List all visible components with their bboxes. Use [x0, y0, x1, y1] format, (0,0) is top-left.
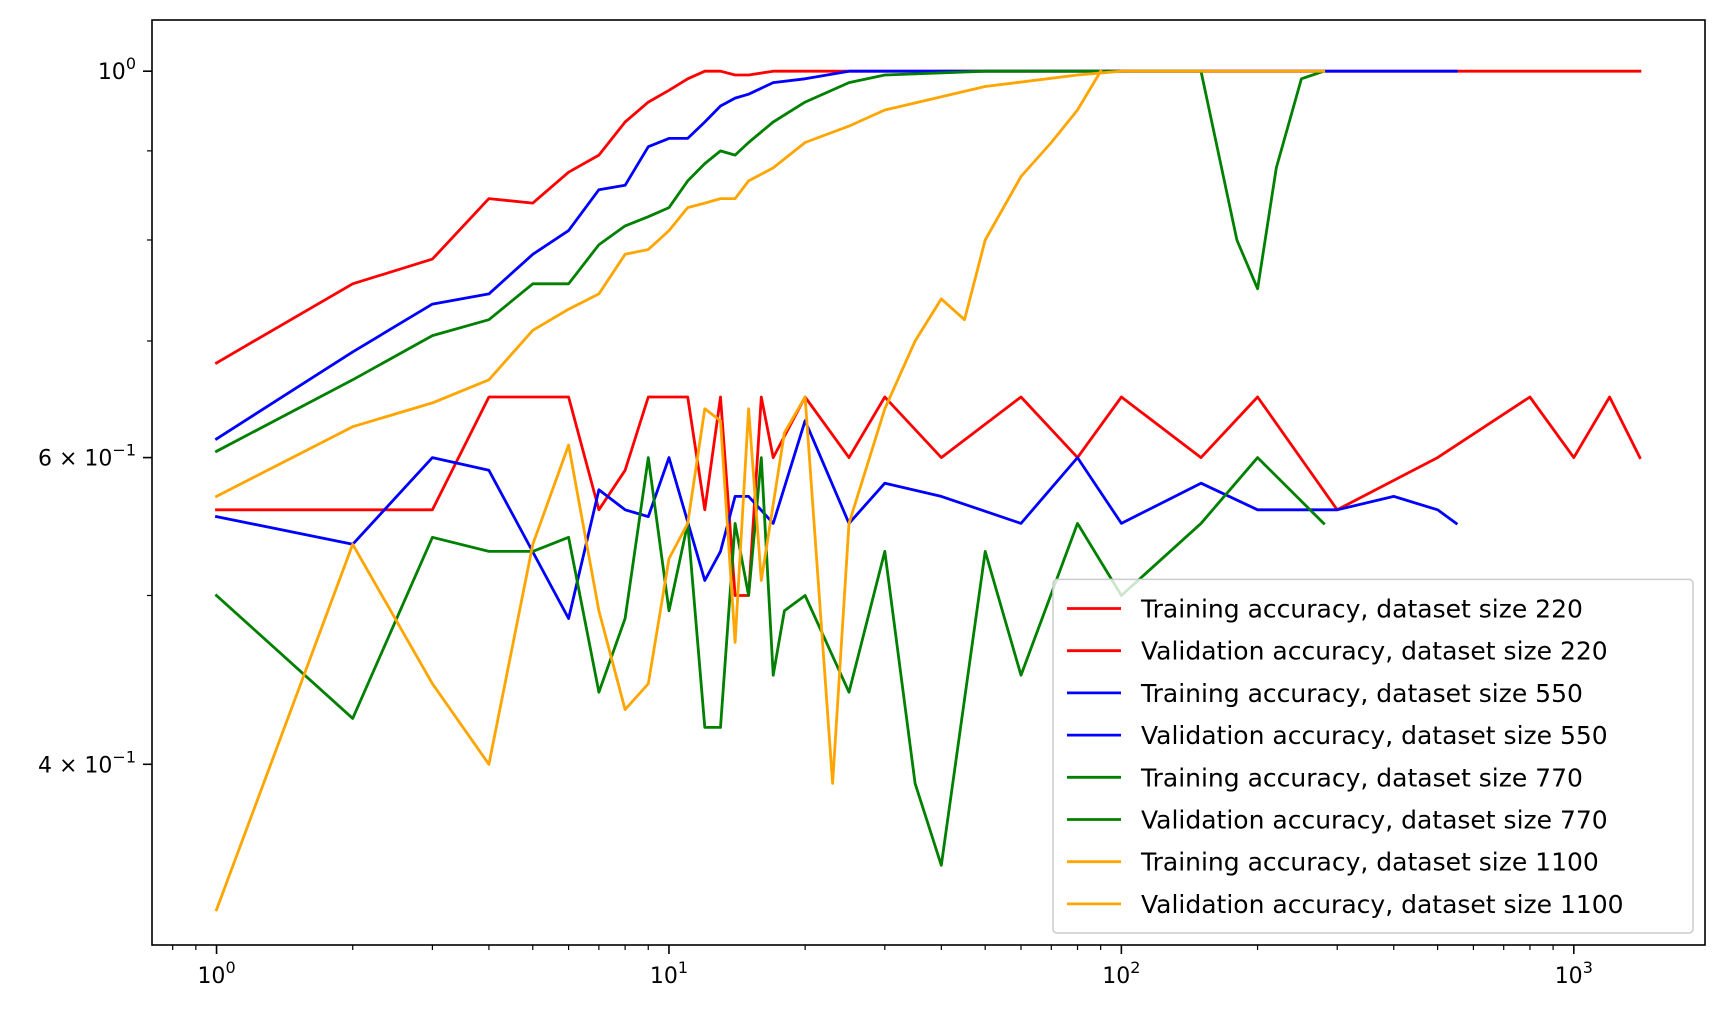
legend-label-2: Validation accuracy, dataset size 220: [1141, 637, 1608, 666]
series-line-7: [214, 69, 1326, 499]
x-tick-label-4: 103: [1555, 958, 1593, 989]
series-line-3: [214, 69, 1458, 441]
legend-label-5: Training accuracy, dataset size 770: [1140, 763, 1583, 792]
y-tick-label-2: 6 × 10−1: [38, 441, 136, 472]
series-line-4: [214, 419, 1459, 620]
plot-frame: [151, 19, 1706, 946]
y-tick-label-1: 100: [98, 54, 136, 85]
legend-label-7: Training accuracy, dataset size 1100: [1140, 848, 1599, 877]
axis-layer: 100 101 102 103 100 6 × 10−1 4 × 10−1: [38, 54, 1593, 989]
series-line-6: [214, 456, 1326, 867]
legend-box: [1052, 578, 1694, 934]
x-tick-label-2: 101: [650, 958, 688, 989]
legend-label-6: Validation accuracy, dataset size 770: [1141, 806, 1608, 835]
series-line-8: [214, 69, 1103, 912]
series-line-5: [214, 69, 1326, 454]
x-tick-label-3: 102: [1102, 958, 1140, 989]
x-tick-label-1: 100: [197, 958, 235, 989]
legend-label-1: Training accuracy, dataset size 220: [1140, 595, 1583, 624]
y-tick-label-3: 4 × 10−1: [38, 747, 136, 778]
legend-label-3: Training accuracy, dataset size 550: [1140, 679, 1583, 708]
series-layer: [214, 69, 1642, 912]
legend: Training accuracy, dataset size 220 Valid…: [1052, 578, 1694, 934]
legend-label-4: Validation accuracy, dataset size 550: [1141, 721, 1608, 750]
legend-label-8: Validation accuracy, dataset size 1100: [1141, 890, 1624, 919]
